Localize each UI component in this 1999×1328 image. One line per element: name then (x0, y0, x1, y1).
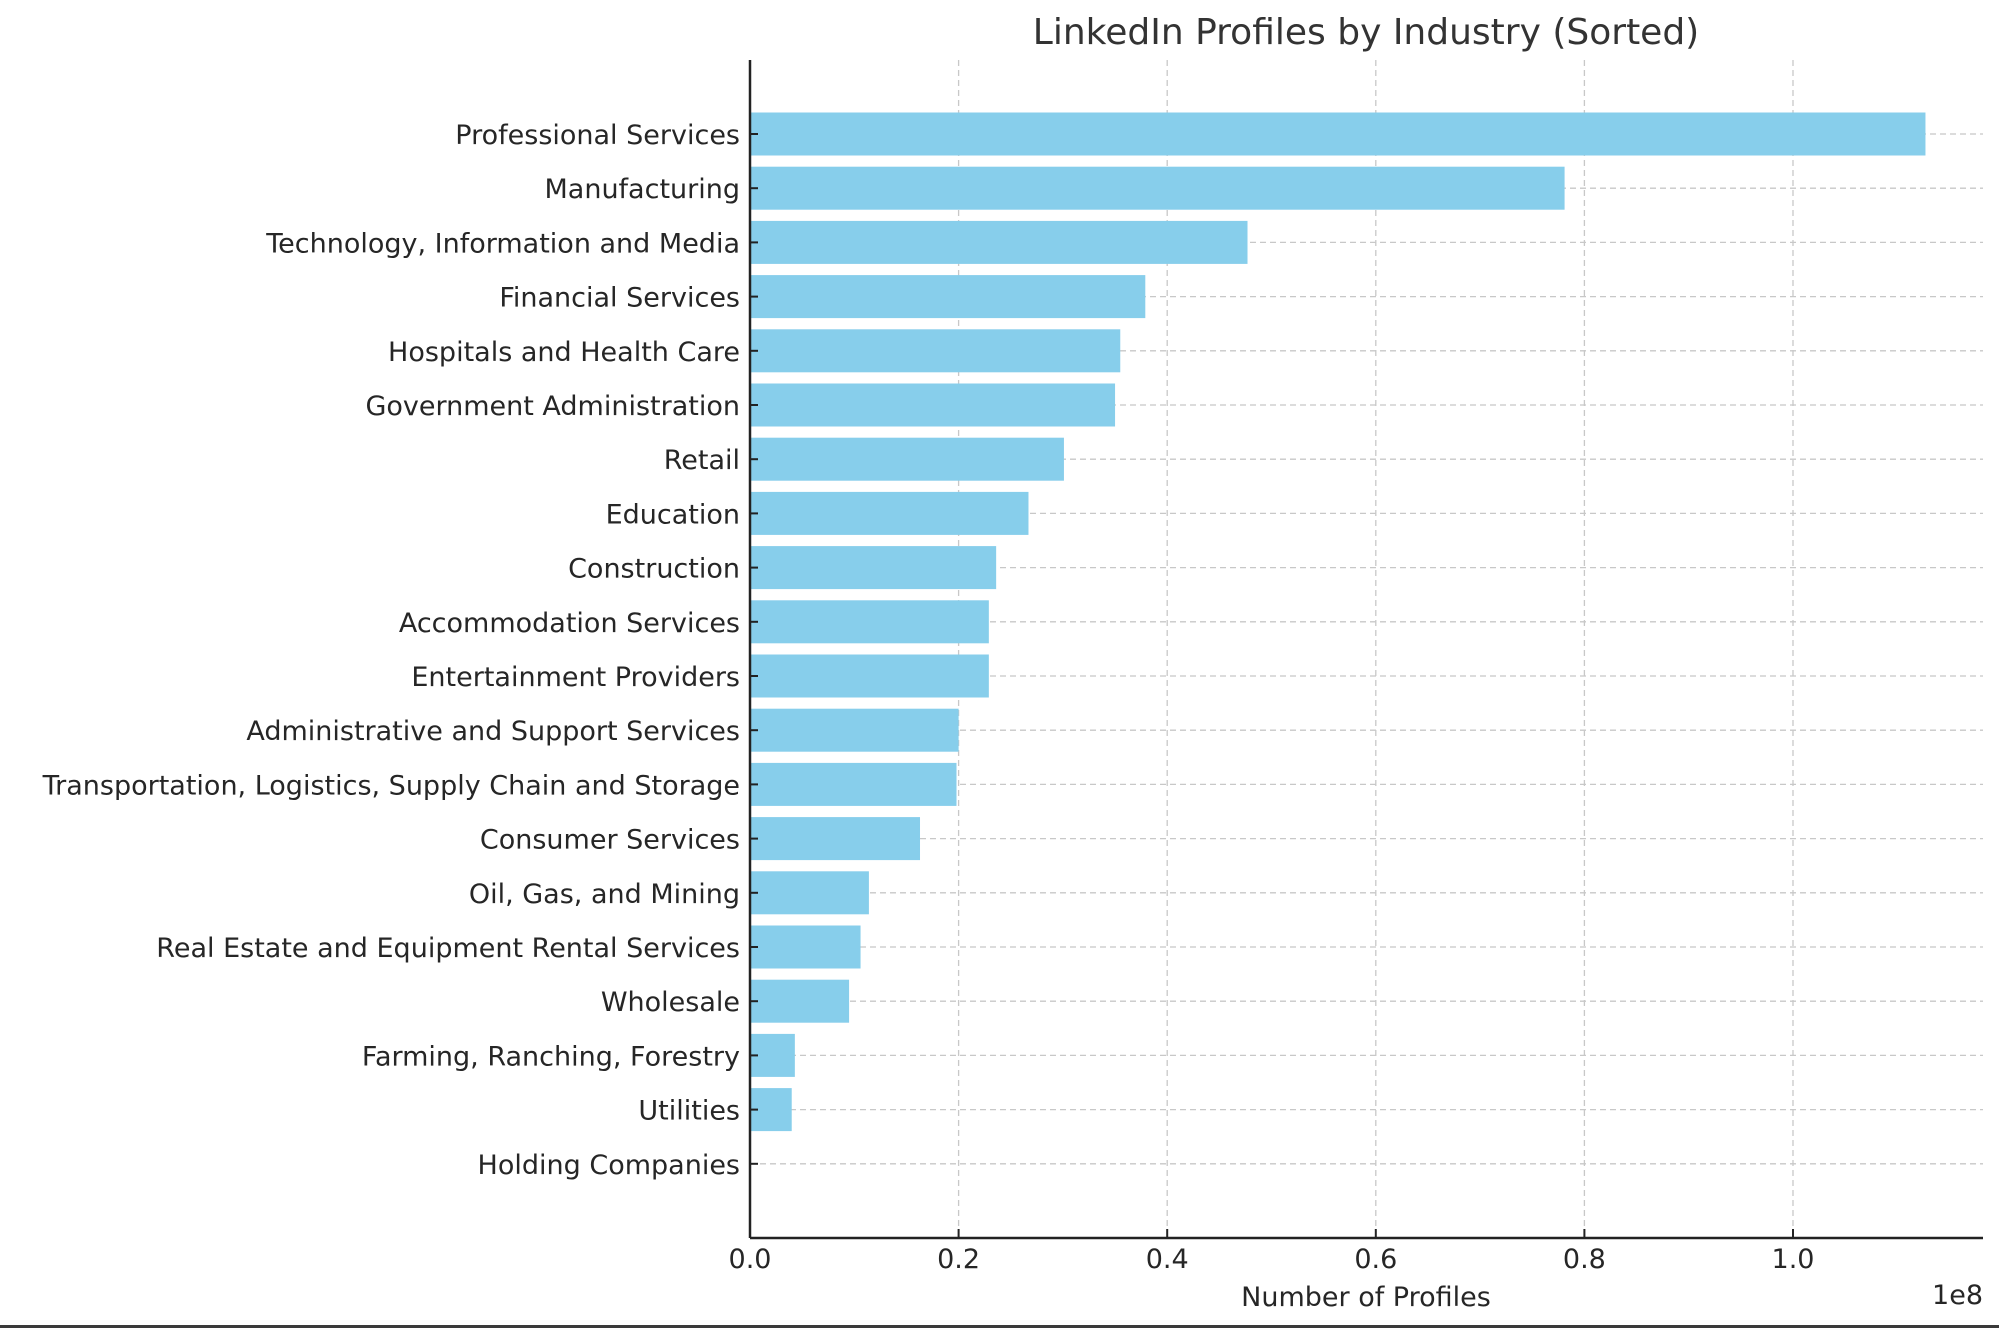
x-tick-label: 0.4 (1146, 1244, 1189, 1275)
y-tick-label: Entertainment Providers (411, 662, 740, 693)
window-bottom-border (0, 1325, 1999, 1328)
y-tick-label: Retail (664, 445, 740, 476)
bar (750, 925, 861, 969)
y-tick-label: Construction (568, 554, 740, 585)
x-tick-label: 0.0 (729, 1244, 772, 1275)
bar (750, 329, 1121, 373)
x-ticks: 0.0 0.2 0.4 0.6 0.8 1.0 (729, 1229, 1815, 1275)
bar (750, 708, 959, 752)
y-tick-label: Transportation, Logistics, Supply Chain … (42, 770, 740, 801)
bar (750, 654, 989, 698)
x-axis-label: Number of Profiles (1241, 1282, 1491, 1313)
bar (750, 275, 1146, 319)
chart-title: LinkedIn Profiles by Industry (Sorted) (1033, 12, 1699, 53)
y-tick-label: Holding Companies (478, 1150, 740, 1181)
x-tick-label: 1.0 (1772, 1244, 1815, 1275)
y-tick-label: Accommodation Services (399, 608, 740, 639)
bar (750, 817, 921, 861)
bars (750, 112, 1926, 1132)
y-tick-label: Financial Services (499, 283, 740, 314)
y-tick-label: Consumer Services (480, 825, 740, 856)
y-tick-label: Technology, Information and Media (265, 228, 740, 259)
bar (750, 871, 869, 915)
x-scale-offset: 1e8 (1932, 1280, 1983, 1311)
bar (750, 437, 1064, 481)
x-tick-label: 0.2 (937, 1244, 980, 1275)
y-tick-label: Education (606, 499, 740, 530)
y-tick-label: Hospitals and Health Care (388, 337, 740, 368)
bar (750, 600, 989, 644)
y-tick-label: Real Estate and Equipment Rental Service… (156, 933, 740, 964)
y-tick-label: Administrative and Support Services (246, 716, 740, 747)
y-tick-label: Farming, Ranching, Forestry (362, 1041, 740, 1072)
bar (750, 979, 850, 1023)
y-tick-label: Wholesale (601, 987, 740, 1018)
x-tick-label: 0.6 (1354, 1244, 1397, 1275)
bar (750, 762, 957, 806)
y-tick-labels: Professional Services Manufacturing Techno… (42, 120, 758, 1181)
y-tick-label: Professional Services (455, 120, 740, 151)
bar (750, 112, 1926, 156)
bar (750, 166, 1565, 210)
bar (750, 220, 1248, 264)
bar (750, 491, 1029, 535)
y-tick-label: Utilities (638, 1096, 740, 1127)
bar (750, 383, 1116, 427)
bar (750, 546, 997, 590)
y-tick-label: Oil, Gas, and Mining (469, 879, 740, 910)
y-tick-label: Manufacturing (544, 174, 740, 205)
y-tick-label: Government Administration (365, 391, 740, 422)
x-tick-label: 0.8 (1563, 1244, 1606, 1275)
